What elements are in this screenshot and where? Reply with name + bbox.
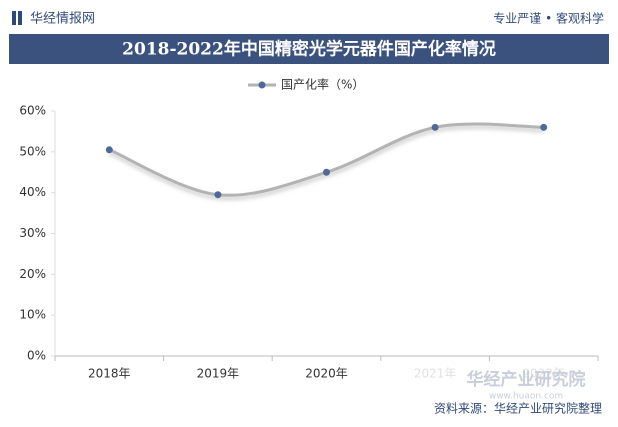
y-tick-label: 30%	[19, 226, 46, 240]
legend-label: 国产化率（%）	[281, 77, 364, 92]
logo: 华经产业研究院	[467, 369, 586, 390]
y-tick-label: 60%	[19, 104, 46, 118]
title-bar	[9, 34, 609, 64]
legend-marker	[258, 81, 266, 89]
brand-icon	[18, 11, 22, 25]
y-tick-label: 50%	[19, 144, 46, 158]
x-tick-label: 2019年	[197, 367, 240, 381]
y-tick-label: 0%	[27, 349, 46, 363]
chart-title: 2018-2022年中国精密光学元器件国产化率情况	[122, 39, 496, 60]
point	[431, 123, 439, 131]
slogan: 专业严谨 • 客观科学	[493, 11, 604, 26]
point	[105, 146, 113, 154]
logo-url: www.huaon.com	[489, 392, 563, 402]
point	[323, 168, 330, 176]
source: 资料来源：华经产业研究院整理	[434, 401, 602, 416]
point	[214, 191, 222, 199]
brand-icon	[12, 11, 16, 25]
y-tick-label: 10%	[19, 308, 46, 322]
point	[540, 123, 548, 131]
y-tick-label: 40%	[19, 185, 46, 199]
footer-panel	[412, 365, 602, 419]
x-tick-label: 2020年	[305, 367, 348, 381]
y-tick-label: 20%	[19, 267, 46, 281]
brand: 华经情报网	[30, 12, 95, 27]
x-tick-label: 2018年	[88, 367, 131, 381]
